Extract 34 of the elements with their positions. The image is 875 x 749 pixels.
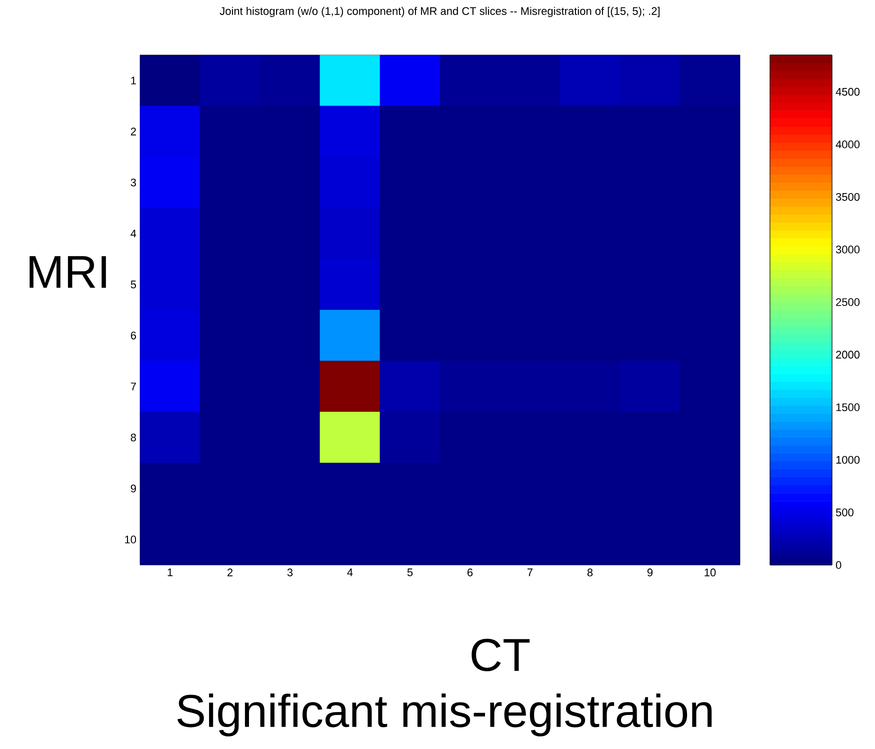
color-bar-label: 2500 — [836, 298, 860, 306]
y-tick-label: 2 — [130, 128, 136, 136]
x-tick-label: 7 — [528, 568, 533, 576]
y-tick-label: 7 — [130, 382, 136, 390]
y-tick-label: 3 — [130, 178, 136, 186]
x-tick-label: 4 — [347, 568, 353, 576]
color-bar-label: 4500 — [836, 88, 860, 96]
x-tick-label: 5 — [407, 568, 413, 576]
y-tick-label: 10 — [125, 536, 136, 544]
color-bar-label: 1000 — [836, 456, 860, 464]
y-tick-label: 8 — [130, 434, 136, 442]
y-tick-label: 6 — [130, 332, 136, 340]
y-tick-label: 4 — [130, 230, 136, 238]
chart-title: Joint histogram (w/o (1,1) component) of MR and CT slices -- Misregistration of [(15, 5); .2] — [220, 6, 660, 18]
y-axis-title: MRI — [30, 256, 106, 288]
x-tick-label: 8 — [587, 568, 593, 576]
text: Significant mis-registration — [177, 694, 712, 736]
x-tick-label: 1 — [168, 568, 173, 576]
x-tick-label: 3 — [287, 568, 293, 576]
x-tick-label: 10 — [704, 568, 716, 576]
color-bar-label: 3000 — [836, 246, 860, 254]
color-bar-label: 1500 — [836, 403, 860, 412]
color-bar-label: 500 — [836, 508, 854, 516]
x-tick-label: 2 — [228, 568, 233, 576]
y-tick-label: 9 — [130, 484, 136, 492]
x-tick-label: 9 — [647, 568, 653, 576]
y-tick-label: 5 — [130, 280, 136, 288]
x-axis-title: CT — [472, 638, 530, 672]
color-bar-label: 2000 — [836, 350, 860, 359]
y-tick-label: 1 — [131, 76, 136, 84]
x-tick-label: 6 — [468, 568, 473, 576]
color-bar-label: 3500 — [836, 193, 860, 201]
color-bar-label: 0 — [836, 561, 842, 569]
color-bar-label: 4000 — [836, 140, 860, 148]
